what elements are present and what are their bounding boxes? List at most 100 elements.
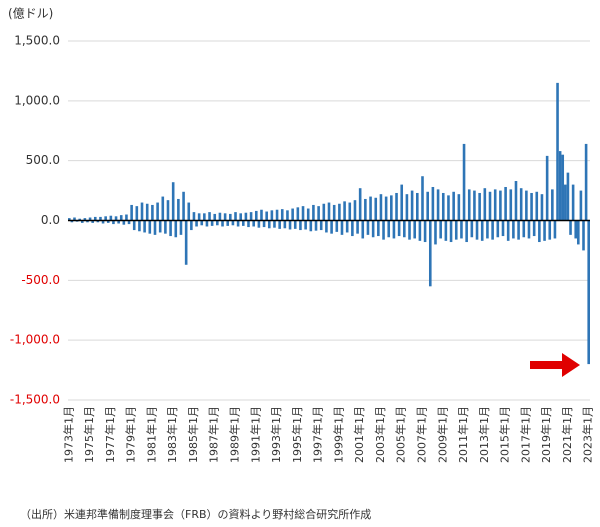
- bar: [127, 220, 131, 225]
- bar: [460, 220, 463, 239]
- x-tick-label: 2003年1月: [373, 406, 387, 463]
- bar: [306, 208, 310, 221]
- bar: [93, 216, 97, 221]
- bar: [177, 198, 180, 221]
- bar: [96, 220, 100, 223]
- bar: [309, 220, 313, 232]
- bar: [436, 189, 440, 221]
- bar: [374, 197, 378, 221]
- x-tick-label: 1979年1月: [124, 406, 138, 463]
- bar: [480, 220, 484, 241]
- bar: [161, 196, 165, 221]
- bar: [423, 220, 427, 243]
- bar: [579, 190, 583, 221]
- bar: [218, 212, 222, 221]
- bar: [465, 220, 468, 243]
- bar: [551, 189, 554, 221]
- bar: [457, 194, 461, 221]
- bar: [325, 220, 328, 233]
- bar: [431, 186, 435, 221]
- bar: [119, 215, 123, 221]
- bar: [566, 172, 570, 221]
- x-tick-label: 2015年1月: [498, 406, 512, 463]
- bar: [190, 220, 193, 231]
- x-tick-label: 1977年1月: [103, 406, 117, 463]
- y-axis-unit: (億ドル): [8, 7, 53, 21]
- bar: [413, 220, 416, 239]
- bar: [418, 220, 422, 241]
- bar: [452, 191, 455, 221]
- bar: [169, 220, 172, 237]
- bar: [314, 220, 318, 231]
- bar: [395, 192, 398, 221]
- bar: [410, 190, 414, 221]
- bar: [257, 220, 261, 228]
- bar: [493, 189, 497, 221]
- bar: [522, 220, 526, 238]
- bar: [574, 220, 578, 239]
- bar: [571, 184, 575, 221]
- bar: [483, 188, 487, 221]
- bar: [270, 210, 274, 221]
- bar: [88, 217, 92, 221]
- bar: [132, 220, 136, 231]
- bar: [364, 198, 367, 221]
- bar: [91, 220, 94, 223]
- bar: [405, 194, 409, 221]
- x-tick-label: 2013年1月: [477, 406, 491, 463]
- bar: [109, 215, 113, 221]
- bar: [210, 220, 214, 226]
- x-tick-label: 2001年1月: [352, 406, 366, 463]
- bar: [527, 220, 531, 239]
- y-tick-label: 500.0: [26, 153, 60, 167]
- bar: [164, 220, 167, 234]
- bar: [114, 216, 118, 221]
- bar: [444, 220, 448, 241]
- bar: [428, 220, 432, 287]
- bar: [496, 220, 500, 238]
- y-tick-label: 1,500.0: [14, 34, 60, 48]
- bar: [260, 209, 263, 221]
- bar: [117, 220, 120, 224]
- bar: [73, 217, 76, 221]
- bar: [330, 220, 333, 234]
- bar: [454, 220, 458, 240]
- bar: [70, 220, 74, 223]
- bar: [244, 212, 248, 221]
- bar: [280, 209, 284, 221]
- bar: [335, 220, 339, 232]
- bar: [101, 220, 105, 224]
- bar: [577, 220, 580, 245]
- bar: [467, 189, 471, 221]
- bar: [532, 220, 536, 237]
- bar: [478, 192, 481, 221]
- x-tick-label: 1991年1月: [248, 406, 262, 463]
- bar: [584, 143, 588, 221]
- bar: [99, 216, 102, 221]
- bar: [166, 200, 170, 221]
- bar: [317, 206, 320, 221]
- x-tick-label: 2023年1月: [581, 406, 595, 463]
- bar: [340, 220, 344, 235]
- bar: [106, 220, 110, 223]
- bar: [138, 220, 141, 232]
- bar: [239, 213, 242, 221]
- x-tick-label: 1987年1月: [207, 406, 221, 463]
- bar: [390, 195, 393, 221]
- bar: [514, 181, 518, 221]
- bar: [358, 188, 362, 221]
- bar: [353, 200, 357, 221]
- bar: [301, 206, 305, 221]
- bar: [216, 220, 219, 226]
- bar: [140, 202, 144, 221]
- x-tick-label: 1989年1月: [228, 406, 242, 463]
- bar: [348, 202, 352, 221]
- bar: [416, 192, 419, 221]
- x-tick-label: 2019年1月: [539, 406, 553, 463]
- bar: [171, 182, 175, 221]
- bar: [509, 189, 513, 221]
- bar: [488, 191, 492, 221]
- bar: [80, 220, 84, 223]
- bar: [408, 220, 411, 240]
- bar: [587, 220, 590, 365]
